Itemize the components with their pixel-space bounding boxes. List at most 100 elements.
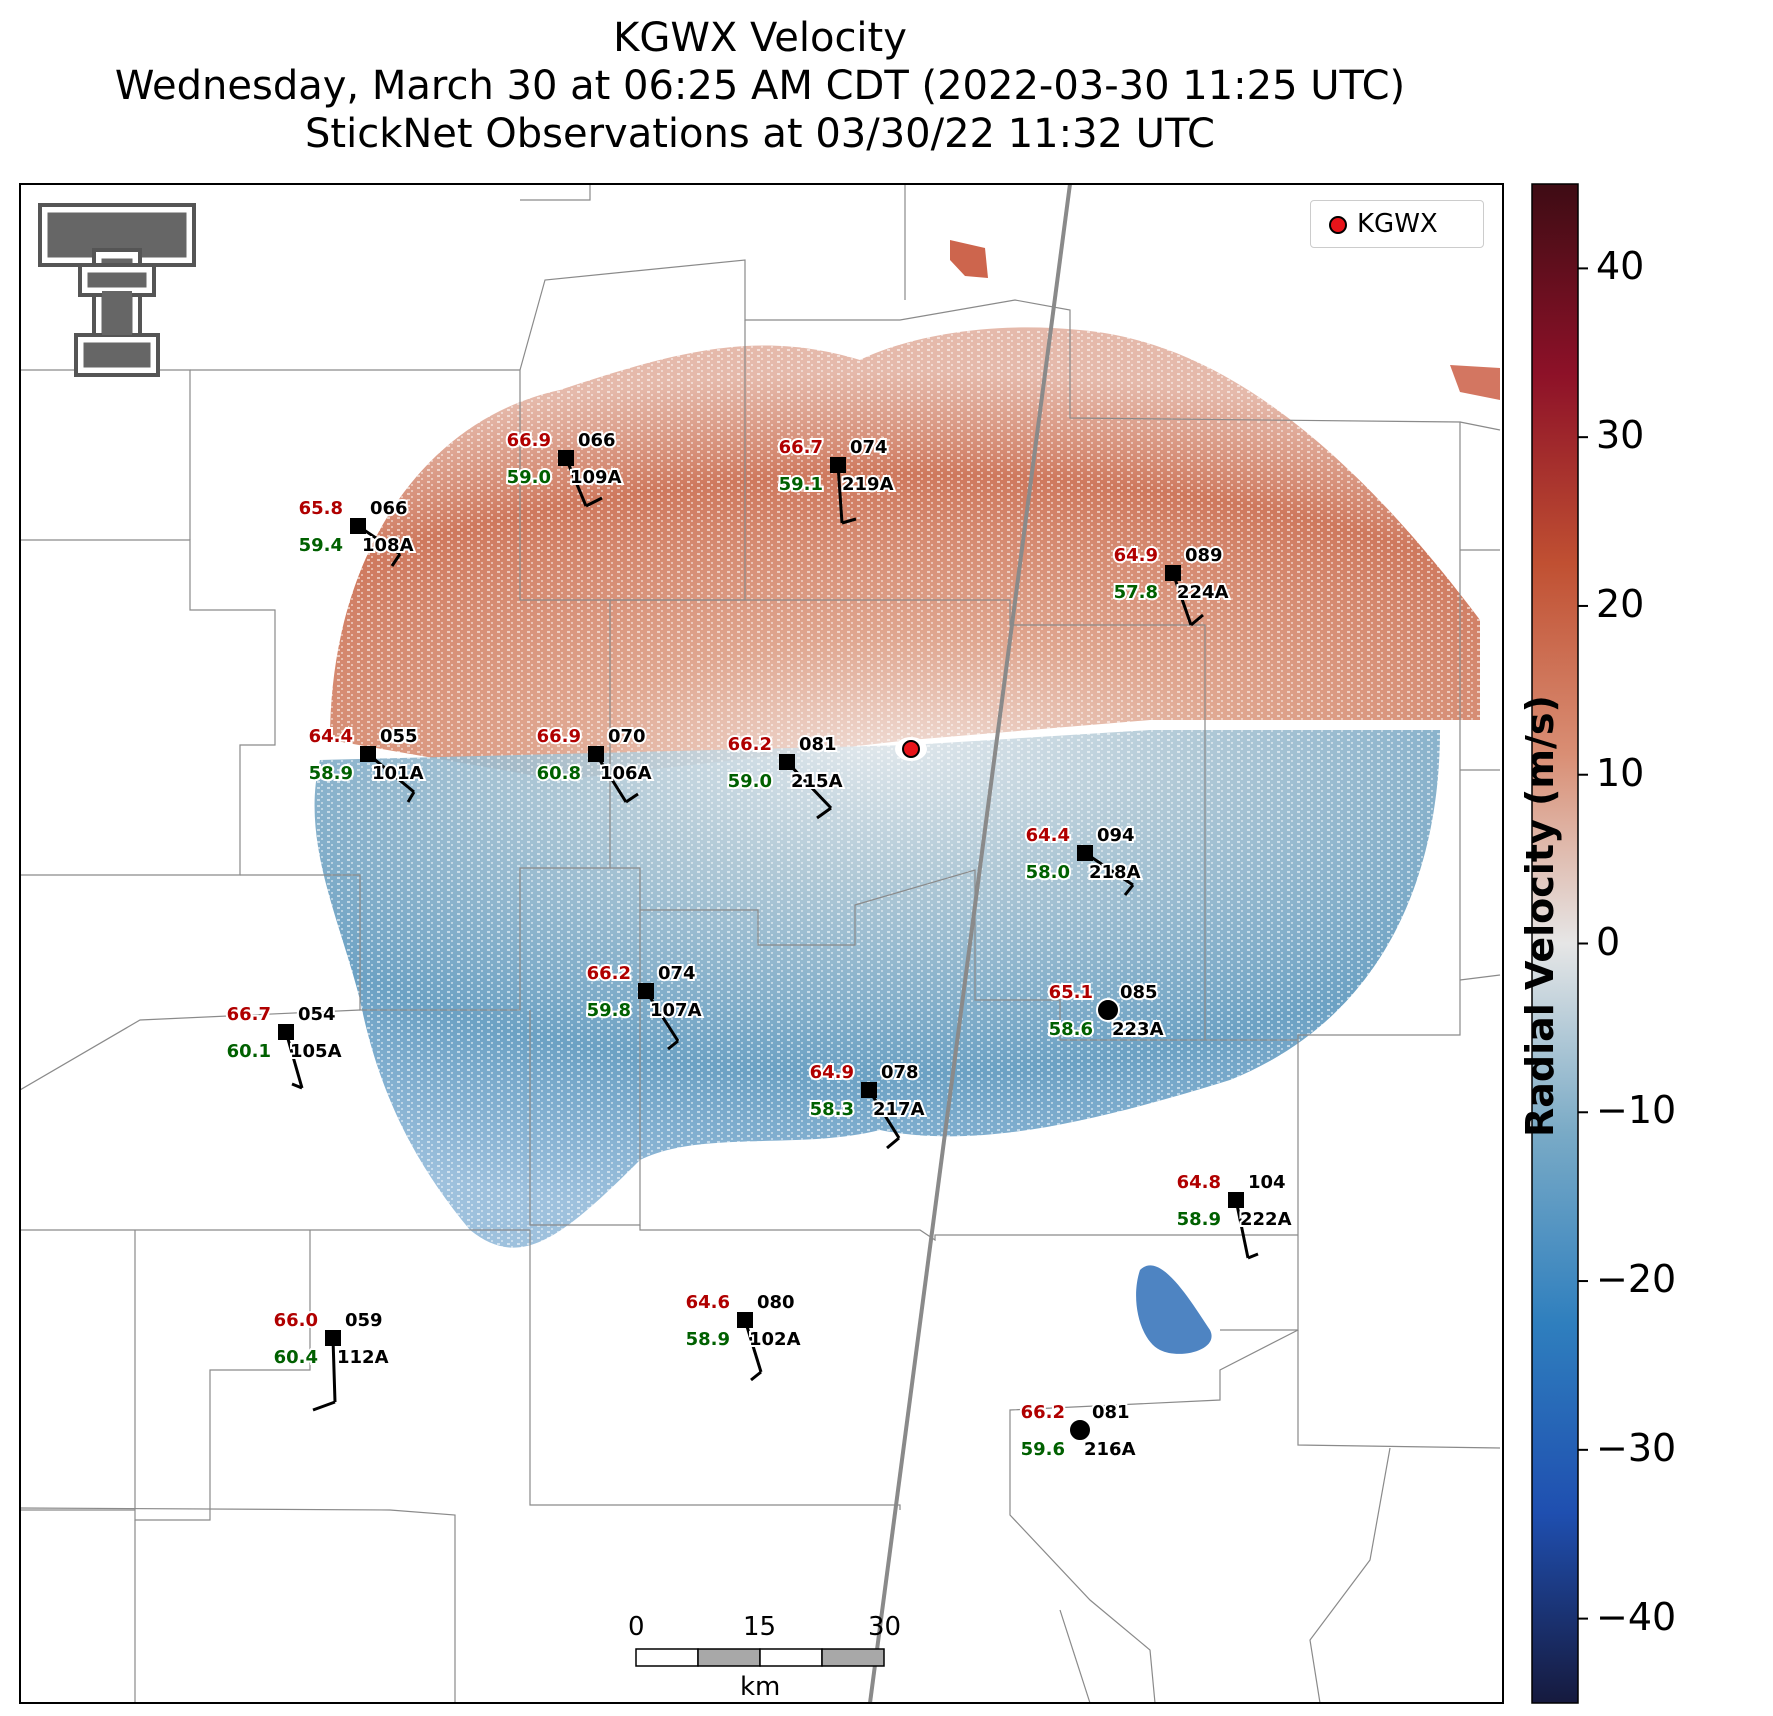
wind-barb-flag xyxy=(390,553,402,567)
station-dewpoint: 60.1 xyxy=(227,1041,271,1062)
wind-barb-flag xyxy=(816,806,832,820)
wind-barb-flag xyxy=(1123,884,1135,896)
station-107A: 66.2 074 59.8 107A xyxy=(585,961,704,1051)
station-id: 112A xyxy=(337,1347,389,1368)
station-dewpoint: 59.0 xyxy=(728,771,772,792)
station-wind-dir: 054 xyxy=(298,1004,336,1025)
map-layers: 66.9 066 59.0 109A 66.7 074 59.1 219A 65.8 066 59.… xyxy=(20,184,1501,1703)
station-marker xyxy=(350,518,366,534)
scale-tick-0: 0 xyxy=(628,1612,645,1642)
station-215A: 66.2 081 59.0 215A xyxy=(726,732,845,820)
legend-marker-icon xyxy=(1329,216,1347,234)
station-112A: 66.0 059 60.4 112A xyxy=(272,1308,391,1412)
station-222A: 64.8 104 58.9 222A xyxy=(1175,1170,1294,1260)
wind-barb-flag xyxy=(1190,613,1204,627)
scale-unit: km xyxy=(740,1672,781,1702)
wind-barb-flag xyxy=(886,1136,900,1150)
station-dewpoint: 60.4 xyxy=(274,1347,318,1368)
station-id: 216A xyxy=(1084,1439,1136,1460)
map-border xyxy=(19,183,1504,1704)
wind-barb-shaft xyxy=(284,1031,304,1089)
station-marker xyxy=(1077,845,1093,861)
velocity-echo xyxy=(300,240,1500,1354)
station-temp: 66.0 xyxy=(274,1310,318,1331)
legend: KGWX xyxy=(1310,200,1484,248)
station-temp: 66.7 xyxy=(779,437,823,458)
station-marker xyxy=(861,1082,877,1098)
highway-line xyxy=(868,184,1072,1703)
station-dewpoint: 59.8 xyxy=(587,1000,631,1021)
station-temp: 64.8 xyxy=(1177,1172,1221,1193)
station-calm-marker xyxy=(1068,1418,1092,1442)
station-id: 223A xyxy=(1112,1019,1164,1040)
station-dewpoint: 58.9 xyxy=(686,1329,730,1350)
station-temp: 64.9 xyxy=(810,1062,854,1083)
station-wind-dir: 055 xyxy=(380,726,418,747)
wind-barb-shaft xyxy=(331,1337,337,1403)
colorbar xyxy=(1531,183,1579,1704)
station-temp: 65.8 xyxy=(299,498,343,519)
station-dewpoint: 59.1 xyxy=(779,474,823,495)
station-temp: 64.9 xyxy=(1114,545,1158,566)
station-marker xyxy=(325,1330,341,1346)
wind-barb-shaft xyxy=(743,1319,763,1373)
echo-cell-northeast xyxy=(1450,365,1500,400)
station-wind-dir: 081 xyxy=(1092,1402,1130,1423)
wind-barb-shaft xyxy=(836,464,844,524)
station-temp: 66.2 xyxy=(1021,1402,1065,1423)
station-102A: 64.6 080 58.9 102A xyxy=(684,1290,803,1382)
station-id: 218A xyxy=(1089,862,1141,883)
wind-barb-flag xyxy=(667,1039,679,1051)
station-223A: 65.1 085 58.6 223A xyxy=(1047,980,1166,1042)
station-217A: 64.9 078 58.3 217A xyxy=(808,1060,927,1150)
station-id: 215A xyxy=(791,771,843,792)
title-line-2: Wednesday, March 30 at 06:25 AM CDT (202… xyxy=(114,63,1406,109)
station-marker xyxy=(779,754,795,770)
station-marker xyxy=(638,983,654,999)
station-temp: 66.9 xyxy=(537,726,581,747)
station-temp: 64.4 xyxy=(309,726,353,747)
station-dewpoint: 58.3 xyxy=(810,1099,854,1120)
legend-label: KGWX xyxy=(1357,209,1438,239)
title-line-1: KGWX Velocity xyxy=(613,15,907,61)
station-dewpoint: 58.6 xyxy=(1049,1019,1093,1040)
wind-barb-flag xyxy=(750,1370,762,1382)
title-block: KGWX Velocity Wednesday, March 30 at 06:… xyxy=(0,14,1520,158)
wind-barb-flag xyxy=(625,792,639,804)
double-t-logo xyxy=(38,203,196,377)
colorbar-tick-label: 20 xyxy=(1596,581,1645,626)
station-id: 105A xyxy=(290,1041,342,1062)
station-id: 109A xyxy=(570,467,622,488)
station-101A: 64.4 055 58.9 101A xyxy=(307,724,426,803)
scale-tick-30: 30 xyxy=(868,1612,902,1642)
radar-site xyxy=(895,737,927,761)
station-temp: 66.9 xyxy=(507,430,551,451)
station-wind-dir: 074 xyxy=(658,963,696,984)
station-wind-dir: 066 xyxy=(370,498,408,519)
station-id: 102A xyxy=(749,1329,801,1350)
station-id: 217A xyxy=(873,1099,925,1120)
colorbar-tick-label: 30 xyxy=(1596,413,1645,458)
scale-bar xyxy=(635,1648,885,1667)
colorbar-tick-label: −20 xyxy=(1596,1257,1677,1302)
wind-barb-flag xyxy=(291,1082,303,1090)
station-dewpoint: 58.0 xyxy=(1026,862,1070,883)
station-marker xyxy=(588,746,604,762)
colorbar-label: Radial Velocity (m/s) xyxy=(1518,695,1562,1137)
wind-barb-flag xyxy=(585,496,603,508)
echo-speckle xyxy=(300,330,1500,1250)
station-marker xyxy=(278,1024,294,1040)
station-calm-marker xyxy=(1096,998,1120,1022)
station-temp: 64.4 xyxy=(1026,825,1070,846)
wind-barb-shaft xyxy=(1234,1199,1250,1259)
station-id: 219A xyxy=(842,474,894,495)
echo-cell-north xyxy=(950,240,988,278)
station-id: 224A xyxy=(1177,582,1229,603)
station-wind-dir: 078 xyxy=(881,1062,919,1083)
station-108A: 65.8 066 59.4 108A xyxy=(297,496,416,567)
wind-barb-flag xyxy=(312,1400,336,1412)
station-marker xyxy=(737,1312,753,1328)
colorbar-ticks xyxy=(1578,267,1588,1620)
station-temp: 66.7 xyxy=(227,1004,271,1025)
